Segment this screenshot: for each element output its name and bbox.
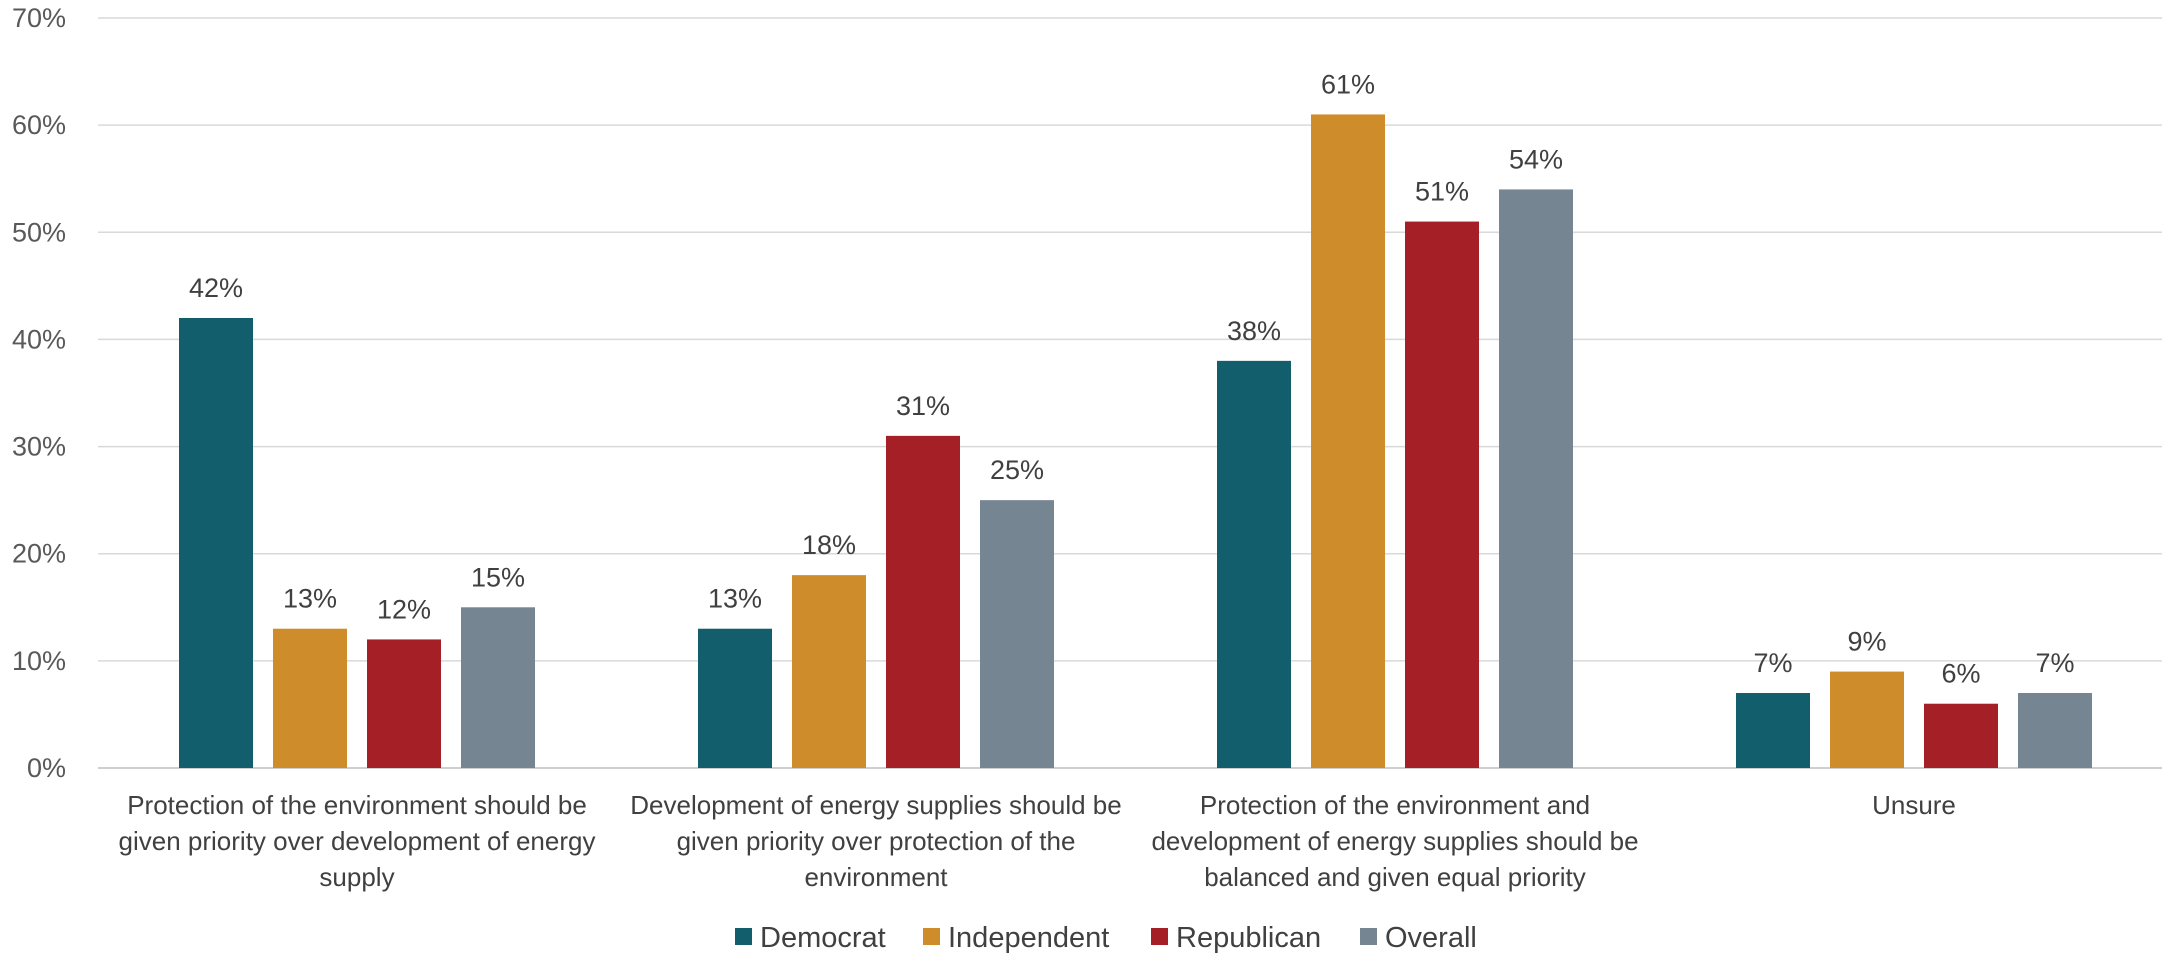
legend-swatch [1360, 928, 1377, 945]
data-label: 51% [1415, 177, 1469, 207]
bar-overall-1 [461, 607, 535, 768]
bar-republican-4 [1924, 703, 1998, 768]
data-label: 9% [1847, 627, 1886, 657]
bar-overall-4 [2018, 693, 2092, 768]
bar-democrat-4 [1736, 693, 1810, 768]
legend-item-independent: Independent [923, 922, 1109, 954]
bar-republican-2 [886, 435, 960, 768]
y-tick-label: 0% [27, 753, 66, 783]
y-tick-label: 70% [12, 3, 66, 33]
bar-overall-2 [980, 500, 1054, 768]
category-label: Protection of the environment and develop… [1151, 790, 1638, 892]
bar-independent-4 [1830, 671, 1904, 768]
bar-democrat-3 [1217, 360, 1291, 768]
data-label: 38% [1227, 316, 1281, 346]
category-label: Unsure [1872, 790, 1956, 820]
y-axis-tick-labels: 0% 10% 20% 30% 40% 50% 60% 70% [12, 3, 66, 783]
category-label: Protection of the environment should be g… [119, 790, 596, 892]
y-tick-label: 40% [12, 324, 66, 354]
bar-overall-3 [1499, 189, 1573, 768]
category-label: Development of energy supplies should be… [630, 790, 1121, 892]
legend-label: Independent [948, 922, 1109, 954]
data-label: 15% [471, 562, 525, 592]
bar-independent-1 [273, 628, 347, 768]
bars [179, 114, 2092, 769]
data-label: 7% [1753, 648, 1792, 678]
data-label: 12% [377, 594, 431, 624]
bar-democrat-2 [698, 628, 772, 768]
legend-swatch [923, 928, 940, 945]
y-tick-label: 50% [12, 217, 66, 247]
bar-independent-3 [1311, 114, 1385, 768]
legend-item-democrat: Democrat [735, 922, 886, 954]
bar-democrat-1 [179, 318, 253, 768]
legend-swatch [1151, 928, 1168, 945]
data-label: 61% [1321, 69, 1375, 99]
data-labels: 42% 13% 38% 7% 13% 18% 61% 9% 12% 31% 51% 6% 15% 25% 5… [189, 69, 2075, 688]
y-tick-label: 20% [12, 539, 66, 569]
data-label: 13% [708, 584, 762, 614]
legend-label: Overall [1385, 922, 1477, 954]
bar-republican-1 [367, 639, 441, 768]
data-label: 42% [189, 273, 243, 303]
data-label: 54% [1509, 144, 1563, 174]
data-label: 25% [990, 455, 1044, 485]
legend-swatch [735, 928, 752, 945]
y-tick-label: 10% [12, 646, 66, 676]
bar-republican-3 [1405, 221, 1479, 769]
data-label: 31% [896, 391, 950, 421]
legend: Democrat Independent Republican Overall [735, 922, 1477, 954]
gridlines [98, 17, 2162, 769]
data-label: 13% [283, 584, 337, 614]
bar-independent-2 [792, 575, 866, 768]
legend-label: Republican [1176, 922, 1321, 954]
y-tick-label: 60% [12, 110, 66, 140]
y-tick-label: 30% [12, 432, 66, 462]
data-label: 18% [802, 530, 856, 560]
category-labels: Protection of the environment should be g… [119, 790, 1956, 892]
data-label: 7% [2035, 648, 2074, 678]
legend-label: Democrat [760, 922, 886, 954]
legend-item-republican: Republican [1151, 922, 1321, 954]
legend-item-overall: Overall [1360, 922, 1477, 954]
data-label: 6% [1941, 659, 1980, 689]
